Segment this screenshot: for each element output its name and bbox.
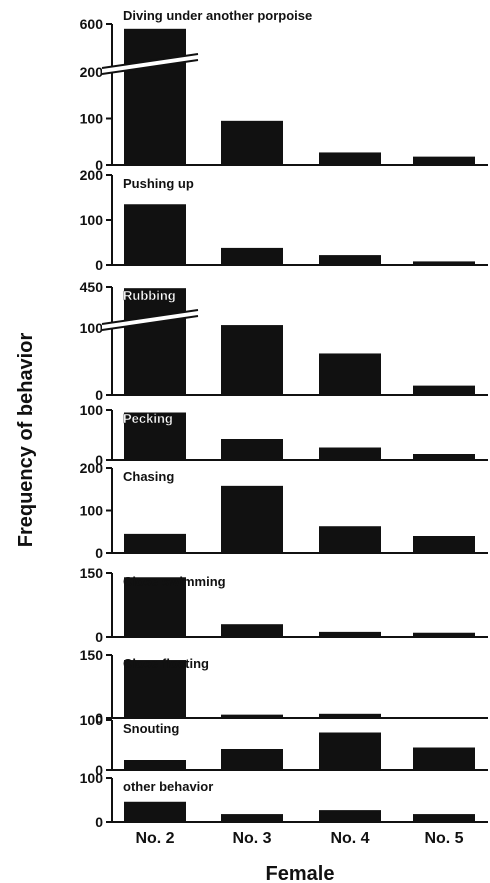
bar-pecking-no-4 bbox=[319, 447, 381, 460]
bar-close-swimming-no-2 bbox=[124, 577, 186, 637]
y-tick-label: 150 bbox=[80, 647, 104, 663]
bar-other-behavior-no-4 bbox=[319, 810, 381, 822]
bar-rubbing-no-4 bbox=[319, 353, 381, 395]
y-tick-label: 0 bbox=[95, 157, 103, 173]
bar-rubbing-no-2 bbox=[124, 288, 186, 395]
panel-title: Close floating bbox=[123, 656, 209, 671]
y-tick-label: 0 bbox=[95, 814, 103, 830]
x-tick-label-no-5: No. 5 bbox=[424, 830, 463, 847]
y-tick-label: 100 bbox=[80, 212, 104, 228]
axis-break-gap bbox=[102, 310, 198, 330]
bar-pecking-no-5 bbox=[413, 454, 475, 460]
panel-title: Pecking bbox=[123, 411, 173, 426]
y-tick-label: 0 bbox=[95, 257, 103, 273]
y-tick-label: 100 bbox=[80, 712, 104, 728]
panel-title: Diving under another porpoise bbox=[123, 8, 312, 23]
panel-title: Pushing up bbox=[123, 176, 194, 191]
bar-snouting-no-2 bbox=[124, 760, 186, 770]
bar-snouting-no-4 bbox=[319, 732, 381, 770]
y-tick-label: 100 bbox=[80, 402, 104, 418]
y-tick-label: 0 bbox=[95, 452, 103, 468]
panel-rubbing: 0 100 450 Rubbing bbox=[80, 279, 488, 403]
x-tick-label-no-3: No. 3 bbox=[232, 830, 271, 847]
panel-other-behavior: 0 100 other behavior bbox=[80, 770, 488, 830]
bar-pushing-up-no-4 bbox=[319, 255, 381, 265]
bar-diving-under-another-porpoise-no-2 bbox=[124, 28, 186, 165]
bar-close-floating-no-2 bbox=[124, 660, 186, 718]
bar-other-behavior-no-2 bbox=[124, 801, 186, 822]
bar-pecking-no-3 bbox=[221, 439, 283, 460]
y-tick-label: 200 bbox=[80, 64, 104, 80]
bar-chasing-no-5 bbox=[413, 536, 475, 553]
panel-close-swimming: 0 150 Close swimming bbox=[80, 565, 488, 645]
bar-other-behavior-no-5 bbox=[413, 814, 475, 822]
bar-rubbing-no-3 bbox=[221, 325, 283, 395]
y-tick-label: 100 bbox=[80, 770, 104, 786]
y-tick-label: 0 bbox=[95, 762, 103, 778]
bar-snouting-no-5 bbox=[413, 747, 475, 770]
bar-close-swimming-no-3 bbox=[221, 624, 283, 637]
y-tick-label: 150 bbox=[80, 565, 104, 581]
axis-break-gap bbox=[102, 54, 198, 74]
y-tick-label: 450 bbox=[80, 279, 104, 295]
panel-close-floating: 0 150 Close floating bbox=[80, 647, 488, 726]
bar-snouting-no-3 bbox=[221, 749, 283, 770]
bar-chasing-no-4 bbox=[319, 526, 381, 553]
x-tick-label-no-4: No. 4 bbox=[330, 830, 369, 847]
bar-close-floating-no-3 bbox=[221, 714, 283, 718]
panel-title: Chasing bbox=[123, 469, 174, 484]
y-tick-label: 0 bbox=[95, 629, 103, 645]
bar-diving-under-another-porpoise-no-5 bbox=[413, 156, 475, 165]
bar-pushing-up-no-5 bbox=[413, 261, 475, 265]
panel-chasing: 0 100 200 Chasing bbox=[80, 460, 488, 561]
bar-other-behavior-no-3 bbox=[221, 814, 283, 822]
y-tick-label: 600 bbox=[80, 16, 104, 32]
y-tick-label: 200 bbox=[80, 460, 104, 476]
bar-close-swimming-no-5 bbox=[413, 632, 475, 637]
bar-diving-under-another-porpoise-no-4 bbox=[319, 152, 381, 165]
y-tick-label: 0 bbox=[95, 710, 103, 726]
y-tick-label: 100 bbox=[80, 503, 104, 519]
bar-chasing-no-2 bbox=[124, 533, 186, 553]
bar-diving-under-another-porpoise-no-3 bbox=[221, 120, 283, 165]
y-tick-label: 100 bbox=[80, 320, 104, 336]
panel-title: Snouting bbox=[123, 721, 179, 736]
y-tick-label: 100 bbox=[80, 111, 104, 127]
bar-close-swimming-no-4 bbox=[319, 631, 381, 637]
axis-break-line bbox=[101, 59, 199, 75]
panel-title: Close swimming bbox=[123, 574, 226, 589]
axis-break-line bbox=[101, 315, 199, 331]
axis-break-line bbox=[101, 309, 199, 325]
y-tick-label: 200 bbox=[80, 167, 104, 183]
panel-title: Rubbing bbox=[123, 288, 176, 303]
x-axis-title: Female bbox=[266, 863, 335, 883]
x-tick-label-no-2: No. 2 bbox=[135, 830, 174, 847]
bar-chasing-no-3 bbox=[221, 485, 283, 553]
bar-pecking-no-2 bbox=[124, 412, 186, 460]
bar-close-floating-no-4 bbox=[319, 713, 381, 718]
y-axis-title: Frequency of behavior bbox=[15, 333, 37, 548]
axis-break-line bbox=[101, 53, 199, 69]
bar-rubbing-no-5 bbox=[413, 385, 475, 395]
y-tick-label: 0 bbox=[95, 387, 103, 403]
category-axis: No. 2 No. 3 No. 4 No. 5 bbox=[135, 830, 463, 847]
bar-pushing-up-no-3 bbox=[221, 247, 283, 265]
panel-title: other behavior bbox=[123, 779, 213, 794]
y-tick-label: 0 bbox=[95, 545, 103, 561]
bar-pushing-up-no-2 bbox=[124, 204, 186, 265]
bar-close-floating-no-5 bbox=[413, 718, 475, 719]
panel-diving-under-another-porpoise: 0 100 200 600 Diving under another porpoise bbox=[80, 8, 488, 173]
panel-pecking: 0 100 Pecking bbox=[80, 402, 488, 468]
panel-pushing-up: 0 100 200 Pushing up bbox=[80, 167, 488, 273]
